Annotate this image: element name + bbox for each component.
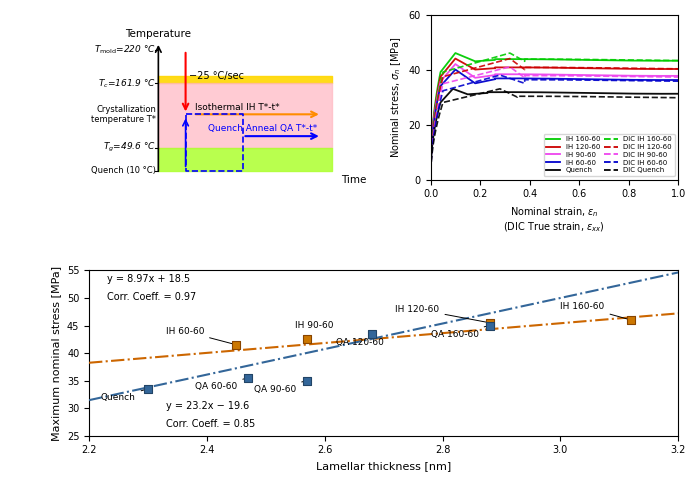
Text: $T_g$=49.6 °C: $T_g$=49.6 °C — [103, 141, 156, 154]
Text: −25 °C/sec: −25 °C/sec — [189, 71, 245, 81]
Y-axis label: Maximum nominal stress [MPa]: Maximum nominal stress [MPa] — [51, 265, 61, 440]
Point — [484, 319, 495, 327]
Text: IH 160-60: IH 160-60 — [560, 302, 628, 319]
Legend: IH 160-60, IH 120-60, IH 90-60, IH 60-60, Quench, DIC IH 160-60, DIC IH 120-60, : IH 160-60, IH 120-60, IH 90-60, IH 60-60… — [543, 134, 675, 176]
Text: IH 90-60: IH 90-60 — [295, 321, 334, 337]
Text: Quench: Quench — [101, 390, 145, 402]
Text: y = 8.97x + 18.5: y = 8.97x + 18.5 — [107, 274, 190, 284]
Point — [231, 341, 242, 348]
Text: Crystallization
temperature T*: Crystallization temperature T* — [91, 105, 156, 124]
Point — [142, 385, 153, 393]
Text: QA 120-60: QA 120-60 — [336, 334, 384, 347]
Text: $T_c$=161.9 °C: $T_c$=161.9 °C — [98, 77, 156, 90]
Point — [484, 322, 495, 330]
Point — [242, 374, 253, 382]
Text: Quench (10 °C): Quench (10 °C) — [91, 166, 156, 175]
Text: QA 90-60: QA 90-60 — [254, 381, 304, 393]
Text: Temperature: Temperature — [125, 30, 191, 39]
Text: QA 60-60: QA 60-60 — [195, 378, 245, 391]
Point — [301, 335, 312, 343]
Point — [625, 316, 636, 324]
X-axis label: Lamellar thickness [nm]: Lamellar thickness [nm] — [316, 461, 451, 471]
Text: Time: Time — [342, 175, 367, 185]
Text: QA 160-60: QA 160-60 — [431, 326, 487, 338]
Text: IH 60-60: IH 60-60 — [166, 327, 234, 344]
X-axis label: Nominal strain, $\varepsilon_n$
(DIC True strain, $\varepsilon_{xx}$): Nominal strain, $\varepsilon_n$ (DIC Tru… — [503, 205, 606, 234]
Text: Isothermal IH T*-t*: Isothermal IH T*-t* — [195, 103, 280, 112]
Text: Quench Anneal QA T*-t*: Quench Anneal QA T*-t* — [208, 124, 317, 134]
Text: Corr. Coeff. = 0.97: Corr. Coeff. = 0.97 — [107, 292, 196, 302]
Y-axis label: Nominal stress, $\sigma_n$ [MPa]: Nominal stress, $\sigma_n$ [MPa] — [389, 36, 403, 158]
Text: y = 23.2x − 19.6: y = 23.2x − 19.6 — [166, 401, 249, 411]
Point — [301, 377, 312, 384]
Text: Corr. Coeff. = 0.85: Corr. Coeff. = 0.85 — [166, 419, 255, 429]
Text: IH 120-60: IH 120-60 — [395, 305, 487, 322]
Point — [366, 330, 377, 338]
Text: $T_{\mathrm{mold}}$=220 °C: $T_{\mathrm{mold}}$=220 °C — [94, 44, 156, 56]
